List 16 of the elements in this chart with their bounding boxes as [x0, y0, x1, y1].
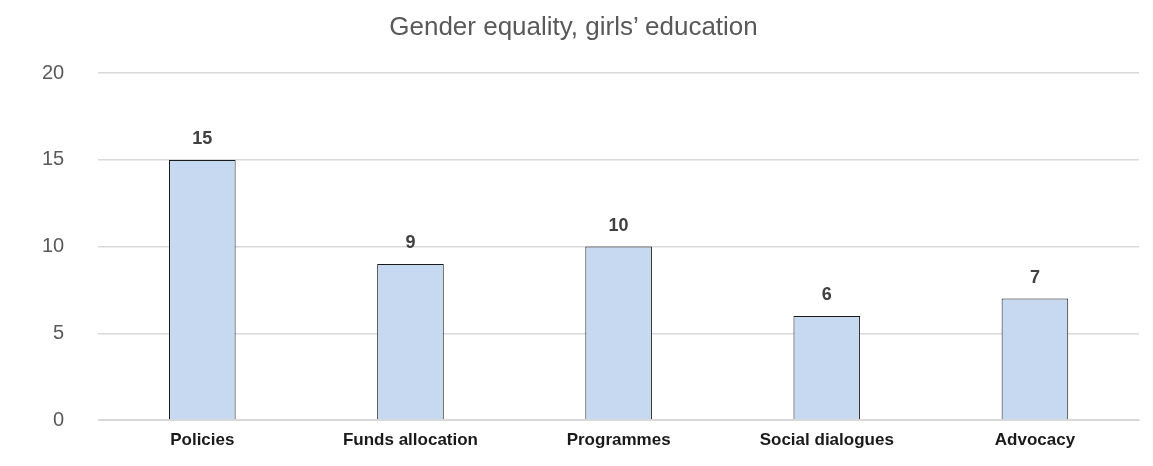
x-tick-label: Social dialogues: [759, 429, 894, 449]
data-label: 15: [192, 127, 213, 148]
x-tick-label: Advocacy: [994, 429, 1076, 449]
data-label: 9: [405, 231, 416, 252]
x-tick-label: Funds allocation: [342, 429, 478, 449]
y-tick-label: 10: [42, 234, 65, 257]
y-tick-label: 5: [53, 320, 65, 343]
y-tick-label: 20: [42, 60, 65, 83]
chart-title: Gender equality, girls’ education: [389, 10, 758, 41]
data-label: 10: [608, 214, 629, 235]
y-tick-label: 15: [42, 147, 65, 170]
x-tick-label: Programmes: [566, 429, 671, 449]
data-label: 7: [1029, 266, 1040, 287]
x-tick-label: Policies: [170, 429, 235, 449]
data-label: 6: [821, 283, 832, 304]
y-tick-label: 0: [53, 407, 65, 430]
